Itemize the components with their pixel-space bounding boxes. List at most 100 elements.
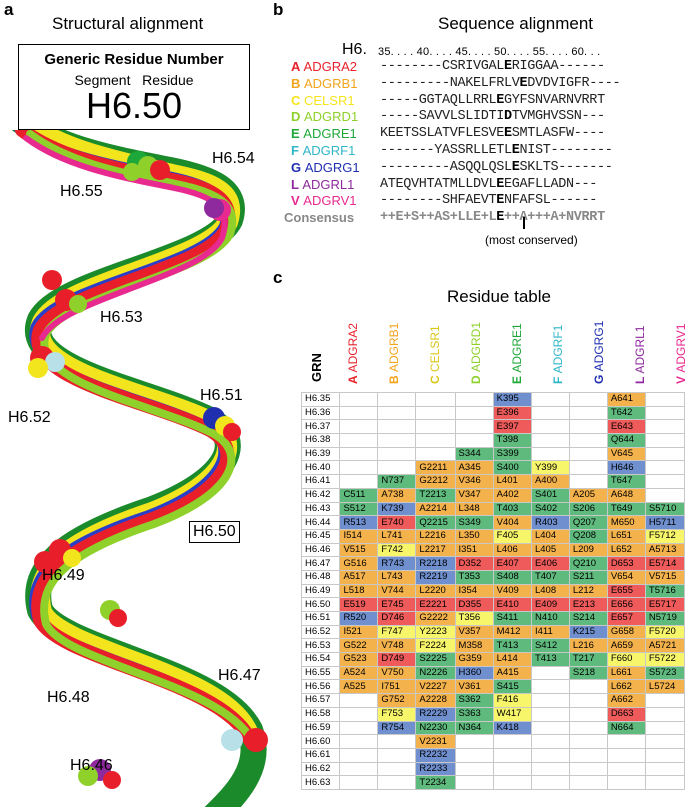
sequence-text: --------SHFAEVTENFAFSL------: [380, 193, 598, 209]
residue-cell: A415: [492, 665, 532, 681]
residue-cell: [606, 734, 646, 749]
table-row: H6.43 S512 K739 A2214 L348 T403 S402 S206 T649 S5…: [300, 501, 685, 517]
grn-cell: H6.49: [300, 583, 341, 599]
residue-cell: N5719: [644, 611, 685, 626]
residue-cell: S5723: [644, 665, 685, 681]
helix-label-h653: H6.53: [100, 309, 143, 326]
residue-cell: Y2223: [415, 624, 456, 640]
panel-c-label: c: [273, 268, 283, 287]
helix-label-h650: H6.50: [189, 521, 240, 543]
residue-cell: L2216: [415, 528, 456, 544]
residue-cell: A400: [530, 474, 570, 489]
residue-cell: [644, 419, 685, 435]
residue-cell: A525: [339, 679, 379, 695]
residue-cell: S363: [454, 706, 494, 722]
residue-cell: V654: [606, 569, 646, 585]
residue-cell: [568, 747, 608, 763]
residue-cell: L518: [339, 583, 379, 599]
residue-cell: A5721: [644, 638, 685, 654]
residue-cell: [492, 734, 532, 749]
residue-cell: S415: [492, 679, 532, 695]
residue-cell: M358: [454, 638, 494, 654]
residue-cell: E397: [492, 419, 532, 435]
residue-cell: N364: [454, 720, 494, 736]
residue-cell: [568, 761, 608, 777]
residue-cell: [530, 761, 570, 777]
table-row: H6.61 R2232: [300, 747, 685, 763]
residue-cell: S412: [530, 638, 570, 654]
residue-cell: V744: [377, 583, 417, 599]
residue-cell: L651: [606, 528, 646, 544]
sequence-letter: B: [291, 75, 304, 91]
residue-cell: E406: [530, 556, 570, 571]
residue-cell: [644, 747, 685, 763]
residue-cell: A345: [454, 460, 494, 476]
sequence-protein-name: ADGRA2: [303, 59, 357, 74]
residue-cell: [530, 747, 570, 763]
sequence-letter: L: [291, 176, 303, 192]
conserved-marker: [523, 217, 525, 229]
sequence-text: KEETSSLATVFLESVEESMTLASFW----: [380, 126, 605, 142]
grn-cell: H6.56: [300, 679, 341, 695]
table-row: H6.51 R520 D746 G2222 T356 S411 N410 S214 E657 N5…: [300, 611, 685, 626]
residue-cell: V748: [377, 638, 417, 654]
residue-cell: E519: [339, 597, 379, 612]
residue-cell: [568, 405, 608, 421]
residue-cell: F416: [492, 693, 532, 708]
table-row: H6.42 C511 A738 T2213 V347 A402 S401 A205 A648: [300, 487, 685, 503]
grn-cell: H6.55: [300, 665, 341, 681]
residue-column-header: C CELSR1: [428, 325, 442, 384]
residue-cell: S408: [492, 569, 532, 585]
grn-cell: H6.43: [300, 501, 341, 517]
residue-cell: V357: [454, 624, 494, 640]
residue-cell: [377, 419, 417, 435]
residue-cell: W417: [492, 706, 532, 722]
residue-cell: [644, 734, 685, 749]
residue-cell: V346: [454, 474, 494, 489]
residue-cell: D749: [377, 652, 417, 667]
sequence-name: V ADGRV1: [291, 193, 357, 209]
residue-cell: R2218: [415, 556, 456, 571]
residue-cell: L2217: [415, 542, 456, 558]
table-row: H6.59 R754 N2230 N364 K418 N664: [300, 720, 685, 736]
grn-box-residue: Residue: [142, 72, 194, 88]
residue-cell: E396: [492, 405, 532, 421]
sequence-protein-name: ADGRE1: [303, 126, 357, 142]
residue-cell: [339, 392, 379, 407]
residue-cell: [644, 460, 685, 476]
panel-b-label: b: [273, 0, 284, 19]
grn-cell: H6.48: [300, 569, 341, 585]
residue-cell: [644, 775, 685, 790]
residue-cell: R743: [377, 556, 417, 571]
residue-cell: G523: [339, 652, 379, 667]
residue-cell: L743: [377, 569, 417, 585]
residue-cell: [644, 405, 685, 421]
residue-cell: [530, 405, 570, 421]
residue-cell: [530, 392, 570, 407]
residue-cell: H360: [454, 665, 494, 681]
residue-cell: [644, 433, 685, 448]
grn-cell: H6.53: [300, 638, 341, 654]
grn-box-segment: Segment: [74, 72, 131, 88]
residue-cell: I521: [339, 624, 379, 640]
helix-label-h647: H6.47: [218, 667, 261, 684]
residue-cell: E643: [606, 419, 646, 435]
residue-cell: [339, 720, 379, 736]
residue-cell: V750: [377, 665, 417, 681]
residue-cell: F660: [606, 652, 646, 667]
residue-cell: F742: [377, 542, 417, 558]
residue-cell: H646: [606, 460, 646, 476]
grn-cell: H6.59: [300, 720, 341, 736]
residue-cell: [530, 706, 570, 722]
sequence-name: C CELSR1: [291, 93, 355, 109]
residue-cell: K739: [377, 501, 417, 517]
residue-cell: E213: [568, 597, 608, 612]
residue-cell: [377, 747, 417, 763]
grn-cell: H6.40: [300, 460, 341, 476]
residue-cell: Q208: [568, 528, 608, 544]
residue-cell: I351: [454, 542, 494, 558]
residue-cell: D746: [377, 611, 417, 626]
residue-cell: V361: [454, 679, 494, 695]
residue-cell: S5710: [644, 501, 685, 517]
grn-cell: H6.35: [300, 392, 341, 407]
